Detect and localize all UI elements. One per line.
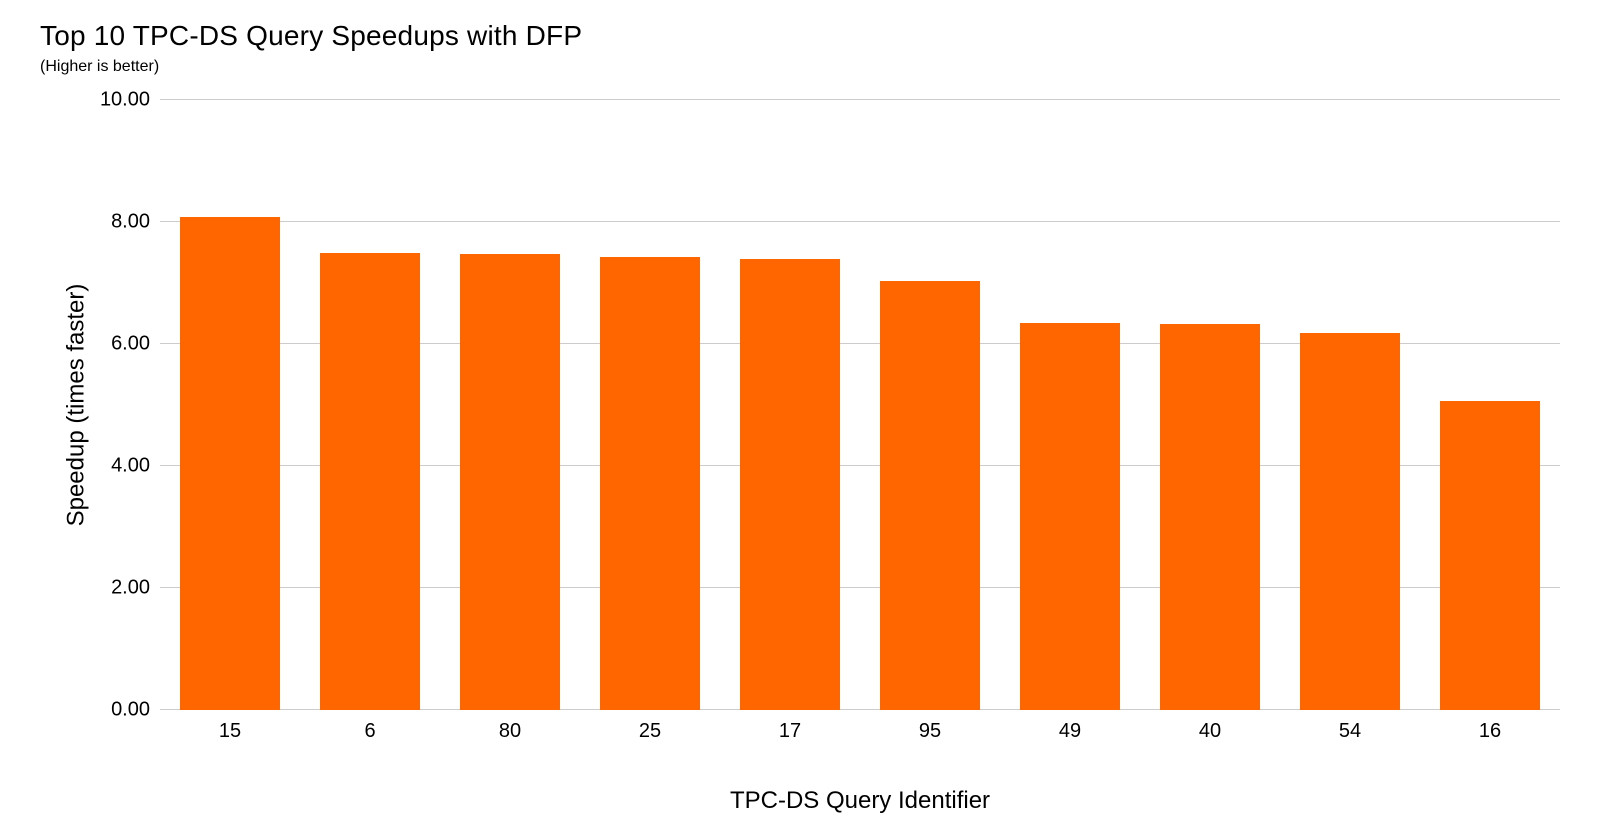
bar [1440, 401, 1541, 710]
bar [460, 254, 561, 710]
bar-slot [1140, 100, 1280, 710]
x-axis-ticks: 1568025179549405416 [160, 720, 1560, 743]
bar-slot [720, 100, 860, 710]
y-axis-label-cell: Speedup (times faster) [40, 100, 74, 710]
bar-slot [580, 100, 720, 710]
bars-container [160, 100, 1560, 710]
x-tick-label: 54 [1280, 720, 1420, 743]
y-tick-label: 6.00 [111, 333, 150, 356]
bar-slot [1000, 100, 1140, 710]
bar-slot [160, 100, 300, 710]
bar [740, 259, 841, 710]
bar-slot [1280, 100, 1420, 710]
x-tick-label: 80 [440, 720, 580, 743]
bar [320, 253, 421, 711]
x-tick-label: 16 [1420, 720, 1560, 743]
bar-slot [860, 100, 1000, 710]
plot-area [160, 100, 1560, 710]
chart-subtitle: (Higher is better) [40, 58, 1560, 76]
y-tick-label: 8.00 [111, 211, 150, 234]
bar [1160, 324, 1261, 710]
y-tick-label: 4.00 [111, 455, 150, 478]
y-tick-label: 2.00 [111, 577, 150, 600]
bar [880, 281, 981, 710]
x-tick-label: 25 [580, 720, 720, 743]
bar [1300, 333, 1401, 710]
bar [180, 217, 281, 710]
y-tick-label: 0.00 [111, 699, 150, 722]
speedup-chart: Top 10 TPC-DS Query Speedups with DFP (H… [40, 20, 1560, 820]
x-tick-label: 15 [160, 720, 300, 743]
x-axis-label: TPC-DS Query Identifier [160, 787, 1560, 815]
y-tick-label: 10.00 [100, 89, 150, 112]
bar-slot [440, 100, 580, 710]
y-axis-ticks: 0.002.004.006.008.0010.00 [74, 100, 160, 710]
x-tick-label: 40 [1140, 720, 1280, 743]
bar-slot [300, 100, 440, 710]
x-tick-label: 95 [860, 720, 1000, 743]
bar-slot [1420, 100, 1560, 710]
bar [600, 257, 701, 710]
x-tick-label: 17 [720, 720, 860, 743]
bar [1020, 323, 1121, 710]
x-tick-label: 6 [300, 720, 440, 743]
x-tick-label: 49 [1000, 720, 1140, 743]
plot-row: Speedup (times faster) 0.002.004.006.008… [40, 100, 1560, 710]
chart-title: Top 10 TPC-DS Query Speedups with DFP [40, 20, 1560, 52]
